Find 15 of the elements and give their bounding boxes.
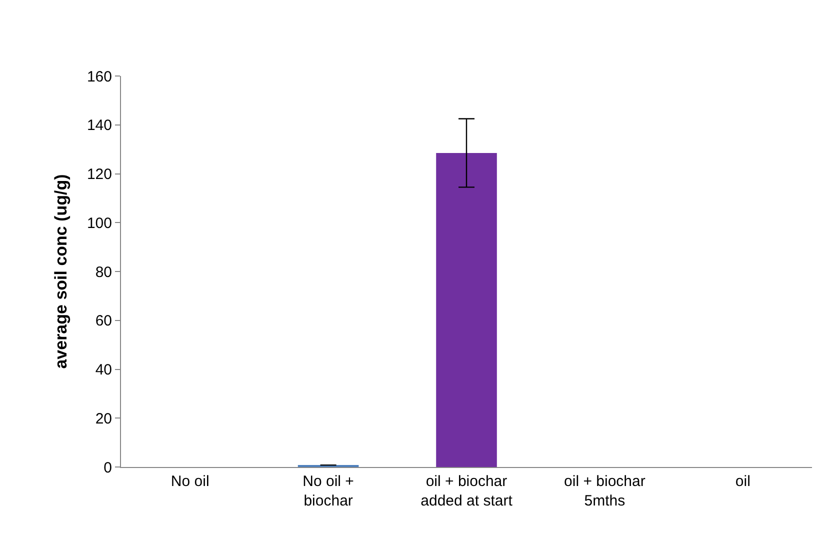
x-tick-label: No oil xyxy=(170,473,210,490)
y-tick-label: 120 xyxy=(86,166,112,183)
y-tick-label: 20 xyxy=(95,410,112,428)
y-tick-label: 80 xyxy=(95,264,112,281)
x-tick-label: No oil + biochar xyxy=(302,473,354,510)
x-tick-label: oil + biochar 5mths xyxy=(564,473,646,510)
y-tick-label: 160 xyxy=(86,68,112,86)
x-tick-label: oil xyxy=(735,473,750,490)
y-tick-label: 140 xyxy=(86,117,112,134)
y-tick-label: 60 xyxy=(95,312,112,330)
y-axis-title: average soil conc (ug/g) xyxy=(52,174,71,369)
x-tick-label: oil + biochar added at start xyxy=(420,473,514,510)
y-tick-label: 100 xyxy=(86,214,112,232)
y-tick-label: 0 xyxy=(104,459,112,476)
y-tick-label: 40 xyxy=(95,362,112,378)
